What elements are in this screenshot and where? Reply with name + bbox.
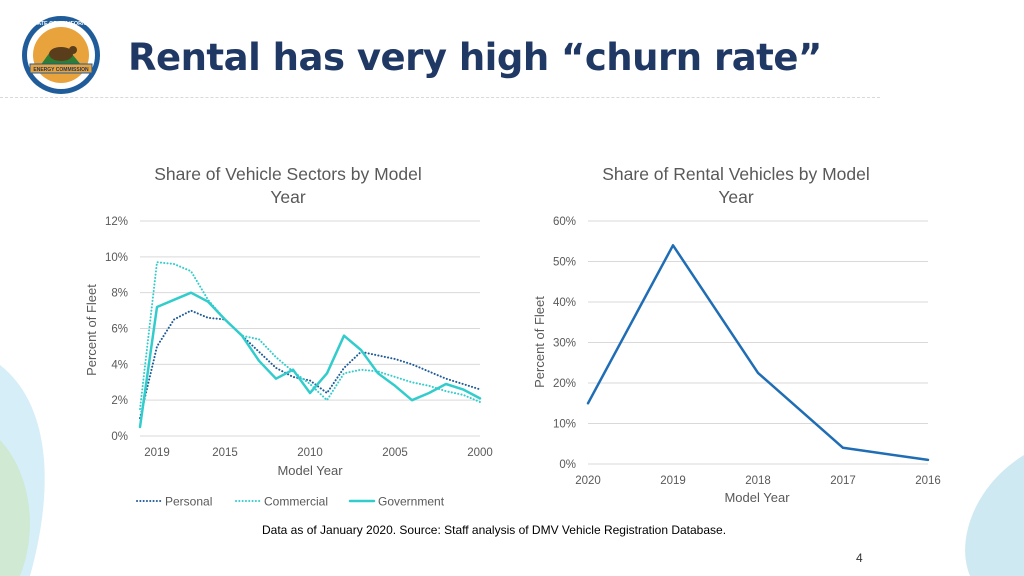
series-line-commercial <box>139 261 481 411</box>
legend-label-personal: Personal <box>165 495 212 509</box>
page-number: 4 <box>856 551 863 565</box>
title-divider <box>0 97 880 98</box>
y-tick-label: 0% <box>559 459 576 471</box>
x-axis-label: Model Year <box>277 463 343 478</box>
x-tick-label: 2019 <box>144 447 170 459</box>
chart-title-line: Year <box>270 187 306 207</box>
x-tick-label: 2015 <box>212 447 238 459</box>
y-tick-label: 6% <box>111 324 128 336</box>
y-tick-label: 20% <box>553 378 576 390</box>
y-tick-label: 50% <box>553 257 576 269</box>
y-tick-label: 10% <box>553 419 576 431</box>
x-tick-label: 2016 <box>915 475 941 487</box>
y-tick-label: 8% <box>111 288 128 300</box>
y-tick-label: 2% <box>111 395 128 407</box>
x-tick-label: 2010 <box>297 447 323 459</box>
chart-title-line: Year <box>718 187 754 207</box>
y-tick-label: 0% <box>111 431 128 443</box>
y-tick-label: 30% <box>553 338 576 350</box>
chart-title-line: Share of Rental Vehicles by Model <box>602 164 870 184</box>
y-tick-label: 12% <box>105 216 128 228</box>
y-tick-label: 4% <box>111 359 128 371</box>
slide-title: Rental has very high “churn rate” <box>128 36 822 79</box>
series-line-personal <box>139 309 481 420</box>
chart-title-line: Share of Vehicle Sectors by Model <box>154 164 422 184</box>
source-note: Data as of January 2020. Source: Staff a… <box>262 523 727 537</box>
legend-label-government: Government <box>378 495 445 509</box>
y-tick-label: 60% <box>553 216 576 228</box>
y-axis-label: Percent of Fleet <box>532 296 547 388</box>
y-tick-label: 40% <box>553 297 576 309</box>
legend-label-commercial: Commercial <box>264 495 328 509</box>
y-axis-label: Percent of Fleet <box>84 284 99 376</box>
x-tick-label: 2020 <box>575 475 601 487</box>
y-tick-label: 10% <box>105 252 128 264</box>
logo-text-bottom: ENERGY COMMISSION <box>33 67 89 73</box>
series-line <box>586 244 930 462</box>
energy-commission-logo: ENERGY COMMISSION STATE OF CALIFORNIA <box>22 16 100 94</box>
x-tick-label: 2017 <box>830 475 856 487</box>
x-tick-label: 2018 <box>745 475 771 487</box>
x-tick-label: 2000 <box>467 447 493 459</box>
x-tick-label: 2005 <box>382 447 408 459</box>
x-axis-label: Model Year <box>724 490 790 505</box>
logo-text-top: STATE OF CALIFORNIA <box>31 21 92 27</box>
x-tick-label: 2019 <box>660 475 686 487</box>
